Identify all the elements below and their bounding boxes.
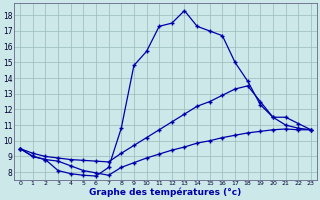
X-axis label: Graphe des températures (°c): Graphe des températures (°c): [89, 188, 242, 197]
